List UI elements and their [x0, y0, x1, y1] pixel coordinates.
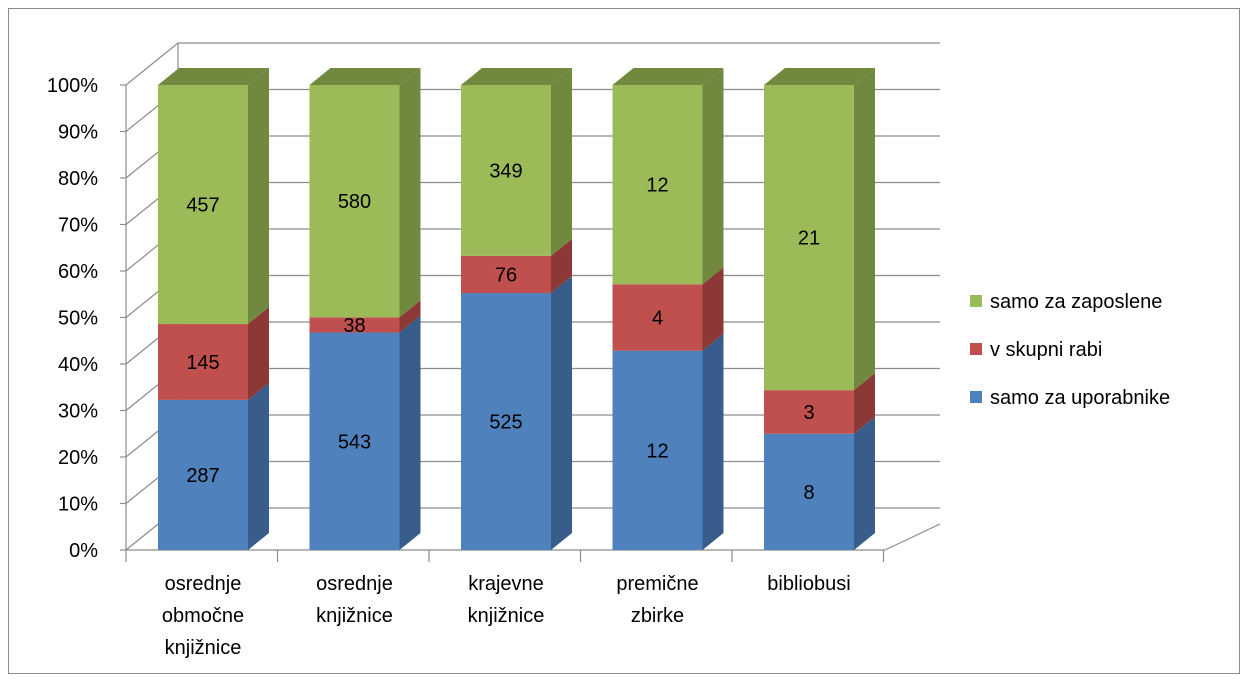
floor-edge — [884, 523, 941, 551]
bars — [158, 68, 875, 550]
bar-segment — [461, 85, 551, 256]
bar-side — [551, 276, 572, 550]
legend-entry: samo za uporabnike — [990, 387, 1170, 409]
data-label: 12 — [646, 175, 668, 197]
bar-segment — [612, 284, 703, 351]
bar-top — [764, 68, 875, 85]
data-label: 525 — [489, 412, 522, 434]
y-tick-label: 90% — [58, 122, 98, 144]
x-tick-label: knjižnice — [468, 605, 545, 627]
data-label: 349 — [489, 160, 522, 182]
bar-segment — [158, 85, 248, 325]
bar-segment — [158, 399, 248, 550]
x-tick-label: bibliobusi — [767, 573, 850, 595]
bar-side — [854, 416, 875, 550]
bar-segment — [309, 317, 400, 333]
x-tick-label: knjižnice — [316, 605, 393, 627]
bar-side — [399, 315, 421, 550]
bar-side — [248, 307, 269, 400]
bar-side — [551, 238, 572, 294]
y-tick-label: 40% — [58, 354, 98, 376]
y-tick-label: 50% — [58, 308, 98, 330]
bar-side — [854, 373, 875, 434]
legend-entry: samo za zaposlene — [990, 291, 1162, 313]
bar-side — [551, 68, 572, 256]
data-label: 543 — [338, 431, 371, 453]
y-tick-label: 100% — [47, 75, 98, 97]
data-label: 76 — [495, 264, 517, 286]
legend-swatch — [970, 295, 982, 307]
data-label: 38 — [343, 315, 365, 337]
bar-top — [461, 68, 572, 85]
x-tick-label: osrednje — [165, 573, 242, 595]
bar-segment — [764, 433, 854, 550]
bar-top — [158, 68, 269, 85]
y-tick-label: 0% — [69, 540, 98, 562]
bar-side — [399, 68, 421, 318]
bar-segment — [461, 255, 551, 294]
legend: samo za zaposlene v skupni rabi samo za up… — [970, 291, 1170, 409]
bar-segment — [309, 332, 400, 550]
bar-side — [854, 68, 875, 391]
x-tick-label: premične — [616, 573, 698, 595]
y-tick-label: 20% — [58, 447, 98, 469]
x-tick-label: krajevne — [468, 573, 544, 595]
bar-segment — [612, 85, 703, 285]
bar-side — [248, 68, 269, 325]
x-tick-label: zbirke — [631, 605, 684, 627]
x-tick-label: knjižnice — [165, 637, 242, 659]
y-tick-label: 60% — [58, 261, 98, 283]
x-tick-label: osrednje — [316, 573, 393, 595]
bar-segment — [764, 85, 854, 391]
bar-side — [702, 267, 724, 351]
y-tick-label: 30% — [58, 401, 98, 423]
data-label: 287 — [186, 465, 219, 487]
bar-side — [248, 382, 269, 550]
x-tick-label: območne — [162, 605, 244, 627]
bar-segment — [764, 390, 854, 434]
data-label: 145 — [186, 352, 219, 374]
y-tick-label: 70% — [58, 215, 98, 237]
y-tick-label: 80% — [58, 168, 98, 190]
data-label: 21 — [798, 228, 820, 250]
data-label: 4 — [652, 308, 663, 330]
bar-side — [702, 68, 724, 285]
bar-segment — [461, 293, 551, 550]
data-label: 12 — [646, 440, 668, 462]
data-label: 457 — [186, 195, 219, 217]
bar-side — [399, 300, 421, 333]
bar-side — [702, 333, 724, 550]
gridline-diagonal — [125, 42, 179, 86]
legend-entry: v skupni rabi — [990, 339, 1102, 361]
axes: 0% 10% 20% 30% 40% 50% 60% 70% 80% 90% 100% osrednj… — [47, 75, 941, 659]
data-labels: 287 145 457 543 38 580 525 76 349 12 4 12 8 3 21 — [186, 160, 820, 503]
legend-swatch — [970, 391, 982, 403]
y-tick-label: 10% — [58, 494, 98, 516]
bar-segment — [158, 324, 248, 400]
bar-top — [612, 68, 724, 85]
bar-segment — [612, 350, 703, 550]
data-label: 8 — [803, 482, 814, 504]
bar-segment — [309, 85, 400, 318]
data-label: 580 — [338, 191, 371, 213]
data-label: 3 — [803, 402, 814, 424]
legend-swatch — [970, 343, 982, 355]
bar-top — [309, 68, 421, 85]
